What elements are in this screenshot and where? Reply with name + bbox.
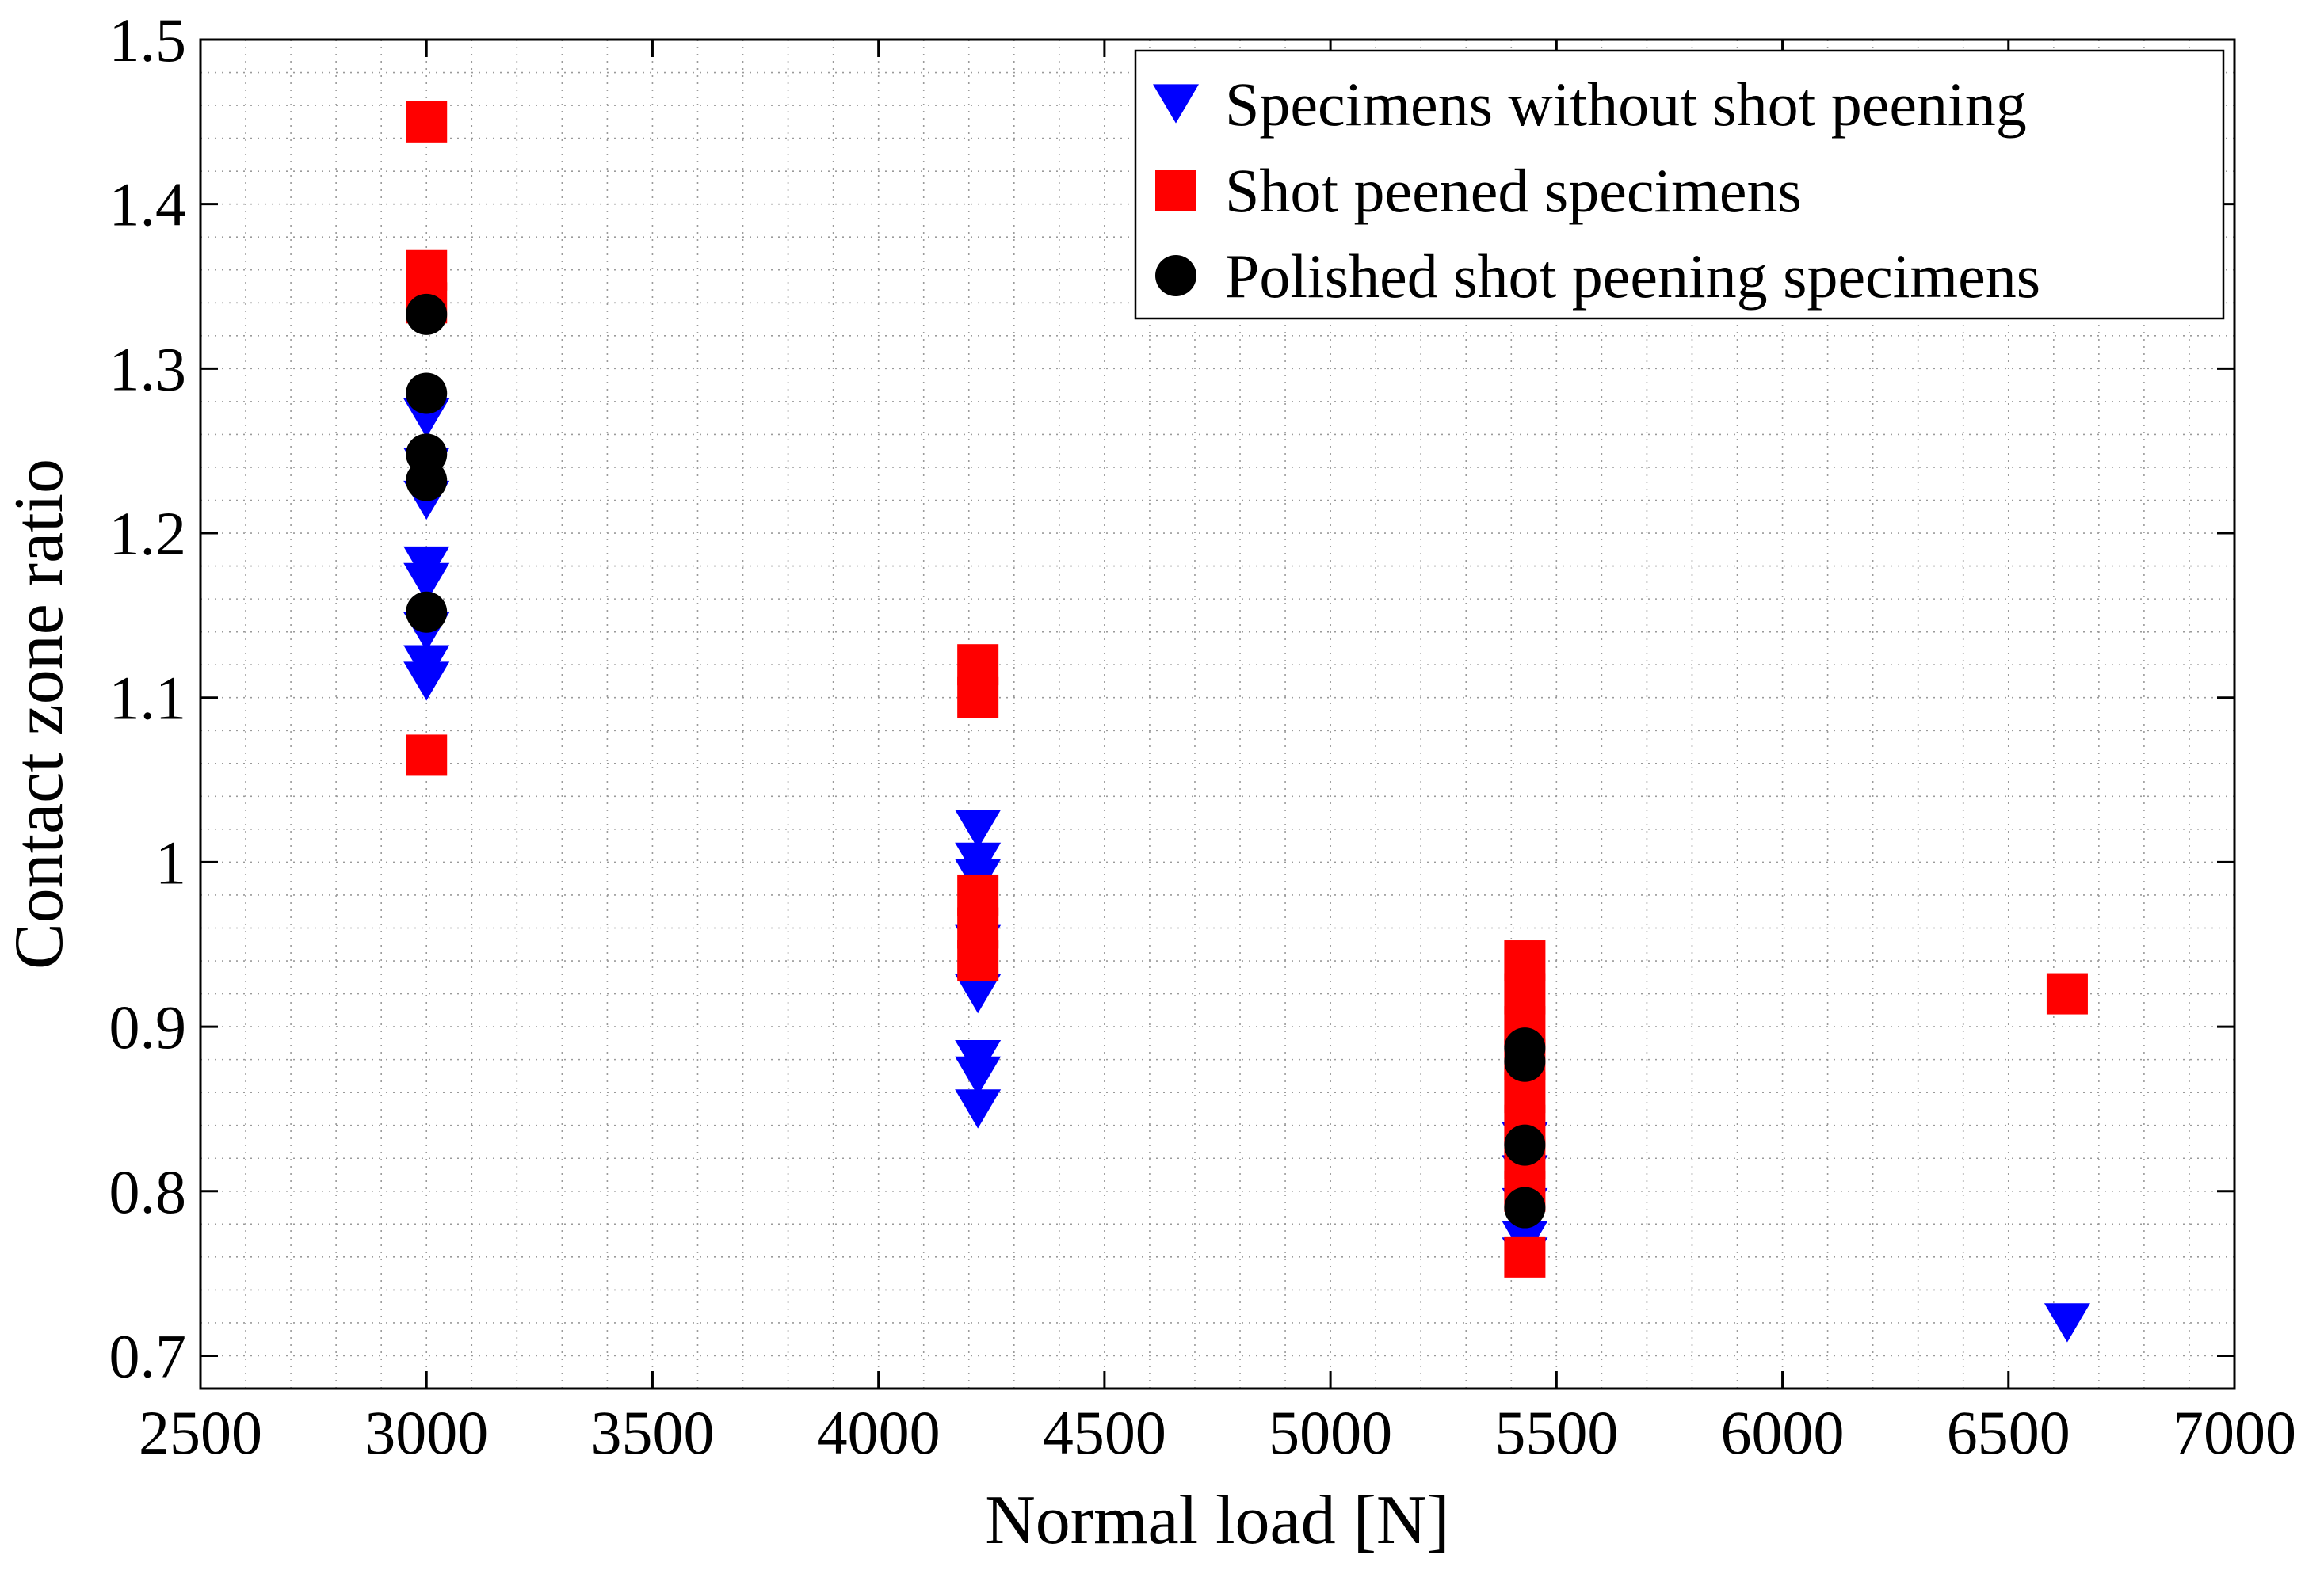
x-tick-labels: 2500 3000 3500 4000 4500 5000 5500 6000 6500 7000 — [139, 1398, 2296, 1467]
point-polished-shot-peening — [1504, 1187, 1546, 1229]
y-tick-label: 1.3 — [109, 334, 187, 403]
point-without-shot-peening — [955, 810, 1002, 849]
legend-label: Shot peened specimens — [1225, 156, 1802, 225]
plot-frame — [199, 38, 2236, 1390]
series-polished-shot-peening — [406, 293, 1546, 1229]
legend-marker — [1155, 255, 1196, 296]
point-polished-shot-peening — [406, 293, 448, 335]
point-polished-shot-peening — [406, 459, 448, 501]
legend-marker — [1153, 84, 1199, 124]
point-shot-peened — [1504, 1236, 1546, 1278]
point-polished-shot-peening — [1504, 1040, 1546, 1082]
x-tick-label: 6000 — [1721, 1398, 1845, 1467]
x-tick-label: 2500 — [139, 1398, 262, 1467]
y-tick-label: 1 — [155, 828, 186, 897]
data-marks — [403, 101, 2090, 1343]
legend-marker — [1155, 170, 1196, 211]
point-polished-shot-peening — [406, 591, 448, 633]
y-tick-label: 1.2 — [109, 499, 187, 568]
x-tick-label: 7000 — [2173, 1398, 2296, 1467]
point-without-shot-peening — [955, 1089, 1002, 1129]
y-tick-label: 1.4 — [109, 170, 187, 239]
point-without-shot-peening — [2044, 1303, 2090, 1343]
point-without-shot-peening — [403, 562, 450, 603]
legend-marker-square — [1155, 170, 1196, 211]
point-shot-peened — [957, 676, 999, 718]
point-polished-shot-peening — [1504, 1124, 1546, 1166]
x-tick-label: 4000 — [817, 1398, 941, 1467]
point-without-shot-peening — [955, 1056, 1002, 1096]
point-shot-peened — [406, 101, 448, 143]
y-tick-labels: 0.7 0.8 0.9 1 1.1 1.2 1.3 1.4 1.5 — [109, 6, 187, 1390]
legend-entry-shot-peened: Shot peened specimens — [1155, 156, 1802, 225]
point-without-shot-peening — [403, 661, 450, 701]
axis-ticks — [199, 38, 2236, 1389]
legend: Specimens without shot peening Shot peen… — [1134, 49, 2225, 320]
legend-entry-without-shot-peening: Specimens without shot peening — [1153, 70, 2027, 139]
legend-label: Polished shot peening specimens — [1225, 242, 2040, 311]
x-tick-label: 6500 — [1947, 1398, 2070, 1467]
legend-box — [1134, 49, 2225, 320]
legend-entry-polished-shot-peening: Polished shot peening specimens — [1155, 242, 2040, 311]
point-shot-peened — [957, 940, 999, 982]
x-axis-label: Normal load [N] — [985, 1482, 1449, 1559]
legend-label: Specimens without shot peening — [1225, 70, 2027, 139]
y-tick-label: 0.8 — [109, 1157, 187, 1226]
y-axis-label: Contact zone ratio — [1, 459, 78, 970]
point-without-shot-peening — [955, 974, 1002, 1014]
point-polished-shot-peening — [406, 372, 448, 414]
x-tick-label: 3500 — [590, 1398, 714, 1467]
y-tick-label: 1.5 — [109, 6, 187, 74]
y-tick-label: 0.7 — [109, 1321, 187, 1390]
x-tick-label: 3000 — [364, 1398, 488, 1467]
point-shot-peened — [2046, 973, 2088, 1015]
point-shot-peened — [406, 734, 448, 776]
legend-marker-triangle — [1153, 84, 1199, 124]
y-tick-label: 1.1 — [109, 664, 187, 733]
x-tick-label: 5500 — [1494, 1398, 1618, 1467]
x-tick-label: 5000 — [1269, 1398, 1392, 1467]
legend-marker-circle — [1155, 255, 1196, 296]
y-tick-label: 0.9 — [109, 993, 187, 1061]
x-tick-label: 4500 — [1043, 1398, 1166, 1467]
